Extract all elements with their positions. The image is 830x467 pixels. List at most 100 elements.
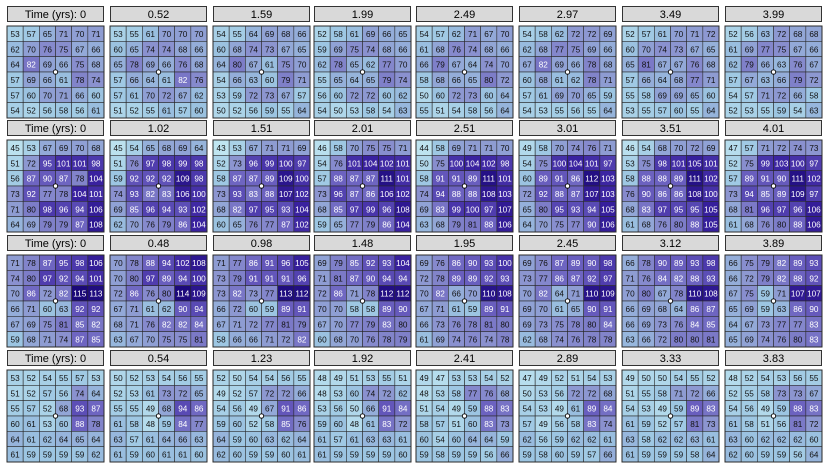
heatmap-cell-value: 55 (642, 389, 652, 398)
heatmap-cell-value: 102 (295, 221, 309, 230)
center-marker-icon (461, 413, 468, 419)
heatmap-cell-value: 71 (265, 144, 275, 153)
heatmap-cell-value: 50 (217, 107, 227, 116)
heatmap-cell-value: 66 (194, 45, 204, 54)
heatmap-cell-value: 90 (809, 305, 819, 314)
heatmap-cell-value: 109 (601, 290, 615, 299)
heatmap-cell-value: 92 (587, 274, 597, 283)
heatmap-panel: 0.52 53 55 61 70 70 70 60 65 74 74 68 66 65 78 69 66 76 68… (109, 6, 208, 119)
heatmap-cell-value: 61 (11, 451, 21, 460)
heatmap-cell-value: 110 (585, 290, 598, 299)
heatmap-cell-value: 57 (43, 389, 53, 398)
heatmap-cell-value: 64 (249, 30, 259, 39)
heatmap-cell-value: 79 (162, 221, 172, 230)
heatmap-cell-value: 71 (27, 305, 37, 314)
heatmap-cell-value: 85 (75, 320, 85, 329)
heatmap-cell-value: 56 (571, 107, 581, 116)
heatmap-cell-value: 89 (265, 175, 275, 184)
heatmap-cell-value: 105 (704, 205, 718, 214)
heatmap-grid-border (6, 25, 105, 119)
heatmap-cell-value: 59 (777, 107, 787, 116)
heatmap-cell-value: 87 (249, 175, 259, 184)
heatmap-cell-value: 57 (642, 30, 652, 39)
heatmap-cell-value: 74 (420, 190, 430, 199)
heatmap-cell-value: 72 (350, 91, 360, 100)
heatmap-cell-value: 53 (539, 389, 549, 398)
heatmap-cell-value: 80 (27, 274, 37, 283)
heatmap-cell-value: 53 (43, 420, 53, 429)
heatmap-cell-value: 74 (603, 420, 613, 429)
heatmap-cell-value: 81 (281, 320, 291, 329)
heatmap-cell-value: 56 (484, 107, 494, 116)
heatmap-cell-value: 61 (729, 221, 739, 230)
heatmap-cell-value: 89 (468, 274, 478, 283)
heatmap-cell-value: 63 (398, 107, 408, 116)
heatmap-cell-value: 82 (436, 290, 446, 299)
heatmap-cell-value: 54 (523, 405, 533, 414)
heatmap-cell-value: 62 (571, 76, 581, 85)
heatmap-cell-value: 61 (130, 91, 140, 100)
heatmap-cell-value: 96 (297, 274, 307, 283)
heatmap-cell-value: 66 (420, 320, 430, 329)
heatmap-cell-value: 99 (366, 205, 376, 214)
heatmap-cell-value: 76 (436, 259, 446, 268)
heatmap-cell-value: 72 (452, 91, 462, 100)
heatmap-cell-value: 54 (729, 405, 739, 414)
heatmap-cell-value: 68 (281, 30, 291, 39)
heatmap-cell-value: 75 (350, 45, 360, 54)
heatmap-cell-value: 56 (43, 107, 53, 116)
heatmap-cell-value: 97 (43, 274, 53, 283)
heatmap-cell-value: 70 (674, 30, 684, 39)
center-marker-icon (564, 69, 571, 75)
heatmap-panel: Time (yrs): 0 53 52 54 55 57 53 51 52 57 56 74 64 55 5… (6, 350, 105, 463)
heatmap-cell-value: 54 (43, 374, 53, 383)
heatmap-cell-value: 59 (233, 91, 243, 100)
heatmap-cell-value: 56 (334, 405, 344, 414)
heatmap-cell-value: 75 (745, 259, 755, 268)
heatmap-cell-value: 88 (484, 221, 494, 230)
heatmap-cell-value: 77 (194, 420, 204, 429)
heatmap-cell-value: 72 (281, 336, 291, 345)
heatmap-cell-value: 66 (777, 76, 787, 85)
panel-time-label: 1.99 (352, 9, 373, 21)
heatmap-cell-value: 60 (745, 435, 755, 444)
heatmap-cell-value: 68 (59, 405, 69, 414)
heatmap-cell-value: 89 (539, 175, 549, 184)
heatmap-cell-value: 86 (130, 290, 140, 299)
heatmap-cell-value: 59 (318, 420, 328, 429)
heatmap-cell-value: 51 (420, 405, 430, 414)
heatmap-cell-value: 54 (523, 159, 533, 168)
heatmap-cell-value: 81 (706, 336, 716, 345)
heatmap-cell-value: 75 (777, 45, 787, 54)
heatmap-cell-value: 65 (75, 435, 85, 444)
heatmap-cell-value: 50 (642, 374, 652, 383)
heatmap-cell-value: 75 (178, 336, 188, 345)
heatmap-cell-value: 60 (318, 336, 328, 345)
heatmap-cell-value: 49 (626, 374, 636, 383)
heatmap-cell-value: 74 (366, 389, 376, 398)
heatmap-cell-value: 68 (809, 30, 819, 39)
panel-time-label: Time (yrs): 0 (25, 238, 86, 250)
heatmap-cell-value: 58 (350, 305, 360, 314)
heatmap-cell-value: 54 (523, 107, 533, 116)
heatmap-cell-value: 67 (265, 405, 275, 414)
heatmap-cell-value: 61 (729, 45, 739, 54)
heatmap-cell-value: 70 (43, 91, 53, 100)
heatmap-cell-value: 79 (334, 259, 344, 268)
heatmap-cell-value: 104 (295, 205, 309, 214)
heatmap-cell-value: 78 (500, 336, 510, 345)
heatmap-cell-value: 60 (523, 175, 533, 184)
heatmap-cell-value: 87 (75, 221, 85, 230)
heatmap-cell-value: 86 (793, 305, 803, 314)
heatmap-cell-value: 52 (729, 159, 739, 168)
heatmap-cell-value: 58 (217, 175, 227, 184)
heatmap-cell-value: 74 (484, 336, 494, 345)
heatmap-cell-value: 63 (59, 305, 69, 314)
heatmap-cell-value: 66 (809, 45, 819, 54)
heatmap-cell-value: 53 (350, 107, 360, 116)
heatmap-cell-value: 92 (366, 259, 376, 268)
heatmap-cell-value: 60 (265, 76, 275, 85)
heatmap-cell-value: 59 (761, 451, 771, 460)
panel-time-label: 0.48 (148, 238, 169, 250)
heatmap-cell-value: 58 (761, 389, 771, 398)
